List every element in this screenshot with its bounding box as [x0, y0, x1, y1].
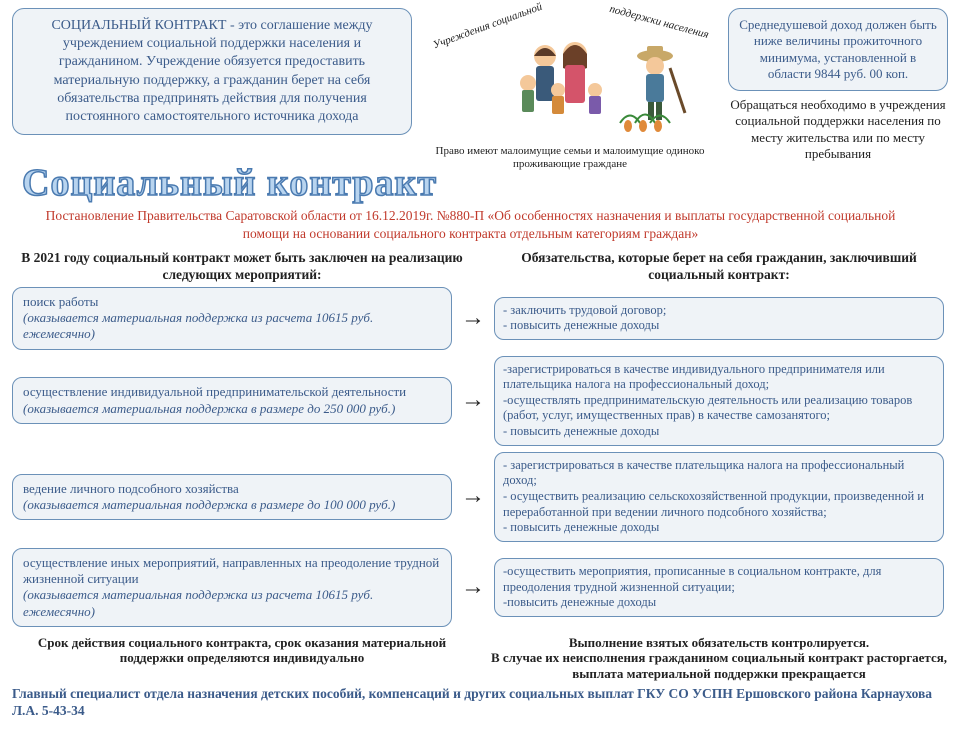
image-caption: Право имеют малоимущие семьи и малоимущи… — [420, 145, 720, 171]
arrow-icon: → — [458, 305, 488, 332]
activity-note: (оказывается материальная поддержка в ра… — [23, 401, 441, 417]
row-pair-2: ведение личного подсобного хозяйства(ока… — [12, 452, 959, 542]
arrow-icon: → — [458, 387, 488, 414]
activity-box-3: осуществление иных мероприятий, направле… — [12, 548, 452, 627]
center-illustration: Учреждения социальной поддержки населени… — [420, 8, 720, 171]
left-column-header: В 2021 году социальный контракт может бы… — [12, 250, 472, 282]
row-pair-3: осуществление иных мероприятий, направле… — [12, 548, 959, 627]
row-pair-0: поиск работы(оказывается материальная по… — [12, 287, 959, 350]
right-footer: Выполнение взятых обязательств контролир… — [484, 635, 954, 682]
activity-title: осуществление индивидуальной предпринима… — [23, 384, 441, 400]
obligation-box-1: -зарегистрироваться в качестве индивидуа… — [494, 356, 944, 446]
obligation-box-3: -осуществить мероприятия, прописанные в … — [494, 558, 944, 617]
activity-box-0: поиск работы(оказывается материальная по… — [12, 287, 452, 350]
decree-text: Постановление Правительства Саратовской … — [42, 207, 899, 242]
arrow-icon: → — [458, 574, 488, 601]
appeal-text: Обращаться необходимо в учреждения социа… — [728, 97, 948, 162]
top-row: СОЦИАЛЬНЫЙ КОНТРАКТ - это соглашение меж… — [12, 8, 959, 171]
arrow-icon: → — [458, 483, 488, 510]
footer-row: Срок действия социального контракта, сро… — [12, 633, 959, 682]
right-column-top: Среднедушевой доход должен быть ниже вел… — [728, 8, 948, 162]
activity-title: ведение личного подсобного хозяйства — [23, 481, 441, 497]
obligation-box-2: - зарегистрироваться в качестве плательщ… — [494, 452, 944, 542]
activity-title: поиск работы — [23, 294, 441, 310]
contact-info: Главный специалист отдела назначения дет… — [12, 686, 959, 720]
activity-note: (оказывается материальная поддержка из р… — [23, 310, 441, 343]
activity-box-2: ведение личного подсобного хозяйства(ока… — [12, 474, 452, 521]
row-pair-1: осуществление индивидуальной предпринима… — [12, 356, 959, 446]
columns-headers: В 2021 году социальный контракт может бы… — [12, 250, 959, 286]
obligation-box-0: - заключить трудовой договор;- повысить … — [494, 297, 944, 340]
rows-container: поиск работы(оказывается материальная по… — [12, 287, 959, 633]
left-footer: Срок действия социального контракта, сро… — [12, 635, 472, 666]
definition-box: СОЦИАЛЬНЫЙ КОНТРАКТ - это соглашение меж… — [12, 8, 412, 135]
activity-box-1: осуществление индивидуальной предпринима… — [12, 377, 452, 424]
right-column-header: Обязательства, которые берет на себя гра… — [484, 250, 954, 282]
gardener-icon — [610, 38, 700, 138]
activity-title: осуществление иных мероприятий, направле… — [23, 555, 441, 588]
activity-note: (оказывается материальная поддержка в ра… — [23, 497, 441, 513]
income-box: Среднедушевой доход должен быть ниже вел… — [728, 8, 948, 91]
activity-note: (оказывается материальная поддержка из р… — [23, 587, 441, 620]
